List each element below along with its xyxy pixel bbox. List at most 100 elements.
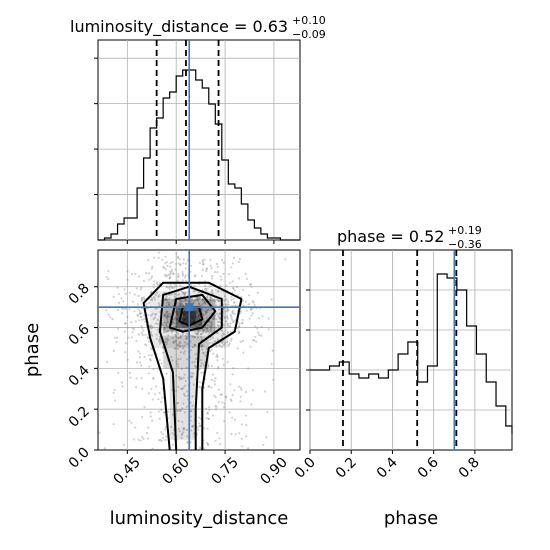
scatter-point [166, 337, 169, 340]
scatter-point [200, 344, 203, 347]
scatter-point [184, 267, 187, 270]
scatter-point [174, 339, 177, 343]
phase-x-tick-label-0.0: 0.0 [292, 455, 319, 482]
scatter-point [179, 302, 182, 305]
scatter-point [165, 298, 168, 301]
scatter-point [144, 320, 147, 323]
scatter-point [181, 432, 184, 435]
scatter-point [140, 286, 143, 289]
scatter-point [176, 255, 180, 258]
scatter-point [210, 321, 213, 324]
scatter-point [194, 353, 197, 356]
scatter-point [109, 316, 112, 319]
scatter-point [202, 329, 205, 332]
scatter-point [176, 313, 179, 317]
scatter-point [207, 385, 210, 388]
bottom-right-panel-frame [309, 249, 513, 451]
scatter-point [182, 325, 185, 328]
scatter-point [226, 331, 230, 334]
scatter-point [189, 375, 192, 378]
scatter-point [233, 312, 236, 316]
scatter-point [214, 299, 217, 302]
scatter-point [190, 312, 193, 316]
scatter-point [177, 427, 180, 430]
scatter-point [217, 388, 220, 391]
scatter-point [208, 342, 211, 345]
scatter-point [217, 299, 220, 303]
scatter-point [221, 401, 224, 404]
scatter-point [179, 336, 182, 340]
scatter-point [137, 314, 140, 317]
scatter-point [171, 359, 174, 362]
scatter-point [141, 436, 144, 439]
scatter-point [175, 317, 178, 320]
scatter-point [232, 286, 235, 289]
scatter-point [196, 310, 199, 313]
scatter-point [210, 378, 213, 381]
scatter-point [138, 319, 141, 322]
scatter-point [215, 405, 218, 409]
scatter-point [195, 316, 198, 319]
scatter-point [206, 326, 209, 329]
scatter-point [165, 316, 168, 319]
scatter-point [137, 350, 140, 353]
scatter-point [193, 360, 196, 363]
scatter-point [262, 443, 265, 446]
scatter-point [196, 297, 199, 300]
scatter-point [142, 279, 145, 283]
scatter-point [166, 301, 169, 304]
scatter-point [137, 308, 140, 311]
scatter-point [147, 313, 150, 317]
scatter-point [173, 285, 176, 288]
scatter-point [157, 328, 160, 331]
scatter-point [164, 297, 167, 300]
scatter-point [207, 443, 210, 446]
scatter-point [190, 284, 193, 287]
scatter-point [177, 336, 180, 340]
scatter-point [176, 279, 179, 282]
luminosity-distance-title: luminosity_distance = 0.63 [70, 17, 288, 37]
scatter-point [222, 333, 225, 336]
scatter-point [158, 294, 161, 297]
scatter-point [204, 354, 207, 357]
scatter-point [200, 362, 203, 365]
scatter-point [158, 304, 161, 307]
scatter-point [253, 339, 256, 342]
scatter-point [189, 300, 192, 303]
scatter-point [220, 345, 224, 348]
scatter-point [177, 401, 180, 405]
scatter-point [211, 336, 215, 339]
scatter-point [175, 374, 178, 377]
scatter-point [165, 296, 168, 300]
scatter-point [210, 297, 213, 300]
scatter-point [209, 300, 212, 303]
scatter-point [166, 315, 170, 318]
scatter-point [180, 367, 183, 370]
scatter-point [190, 314, 193, 317]
scatter-point [133, 293, 136, 296]
scatter-point [181, 333, 184, 336]
scatter-point [207, 417, 210, 420]
scatter-point [145, 344, 148, 347]
scatter-point [184, 313, 187, 316]
scatter-point [211, 289, 214, 292]
scatter-point [244, 391, 248, 394]
scatter-point [223, 342, 226, 345]
scatter-point [233, 389, 236, 392]
scatter-point [194, 332, 197, 335]
scatter-point [198, 381, 201, 384]
scatter-point [219, 443, 222, 446]
scatter-point [169, 270, 172, 273]
scatter-point [200, 371, 203, 374]
scatter-point [144, 343, 147, 346]
scatter-point [185, 318, 188, 321]
scatter-point [148, 301, 151, 304]
scatter-point [128, 291, 131, 294]
scatter-point [183, 293, 186, 296]
scatter-point [177, 316, 180, 320]
scatter-point [156, 318, 159, 321]
scatter-point [179, 264, 182, 267]
scatter-point [239, 386, 242, 390]
scatter-point [201, 313, 204, 316]
scatter-point [230, 295, 233, 298]
